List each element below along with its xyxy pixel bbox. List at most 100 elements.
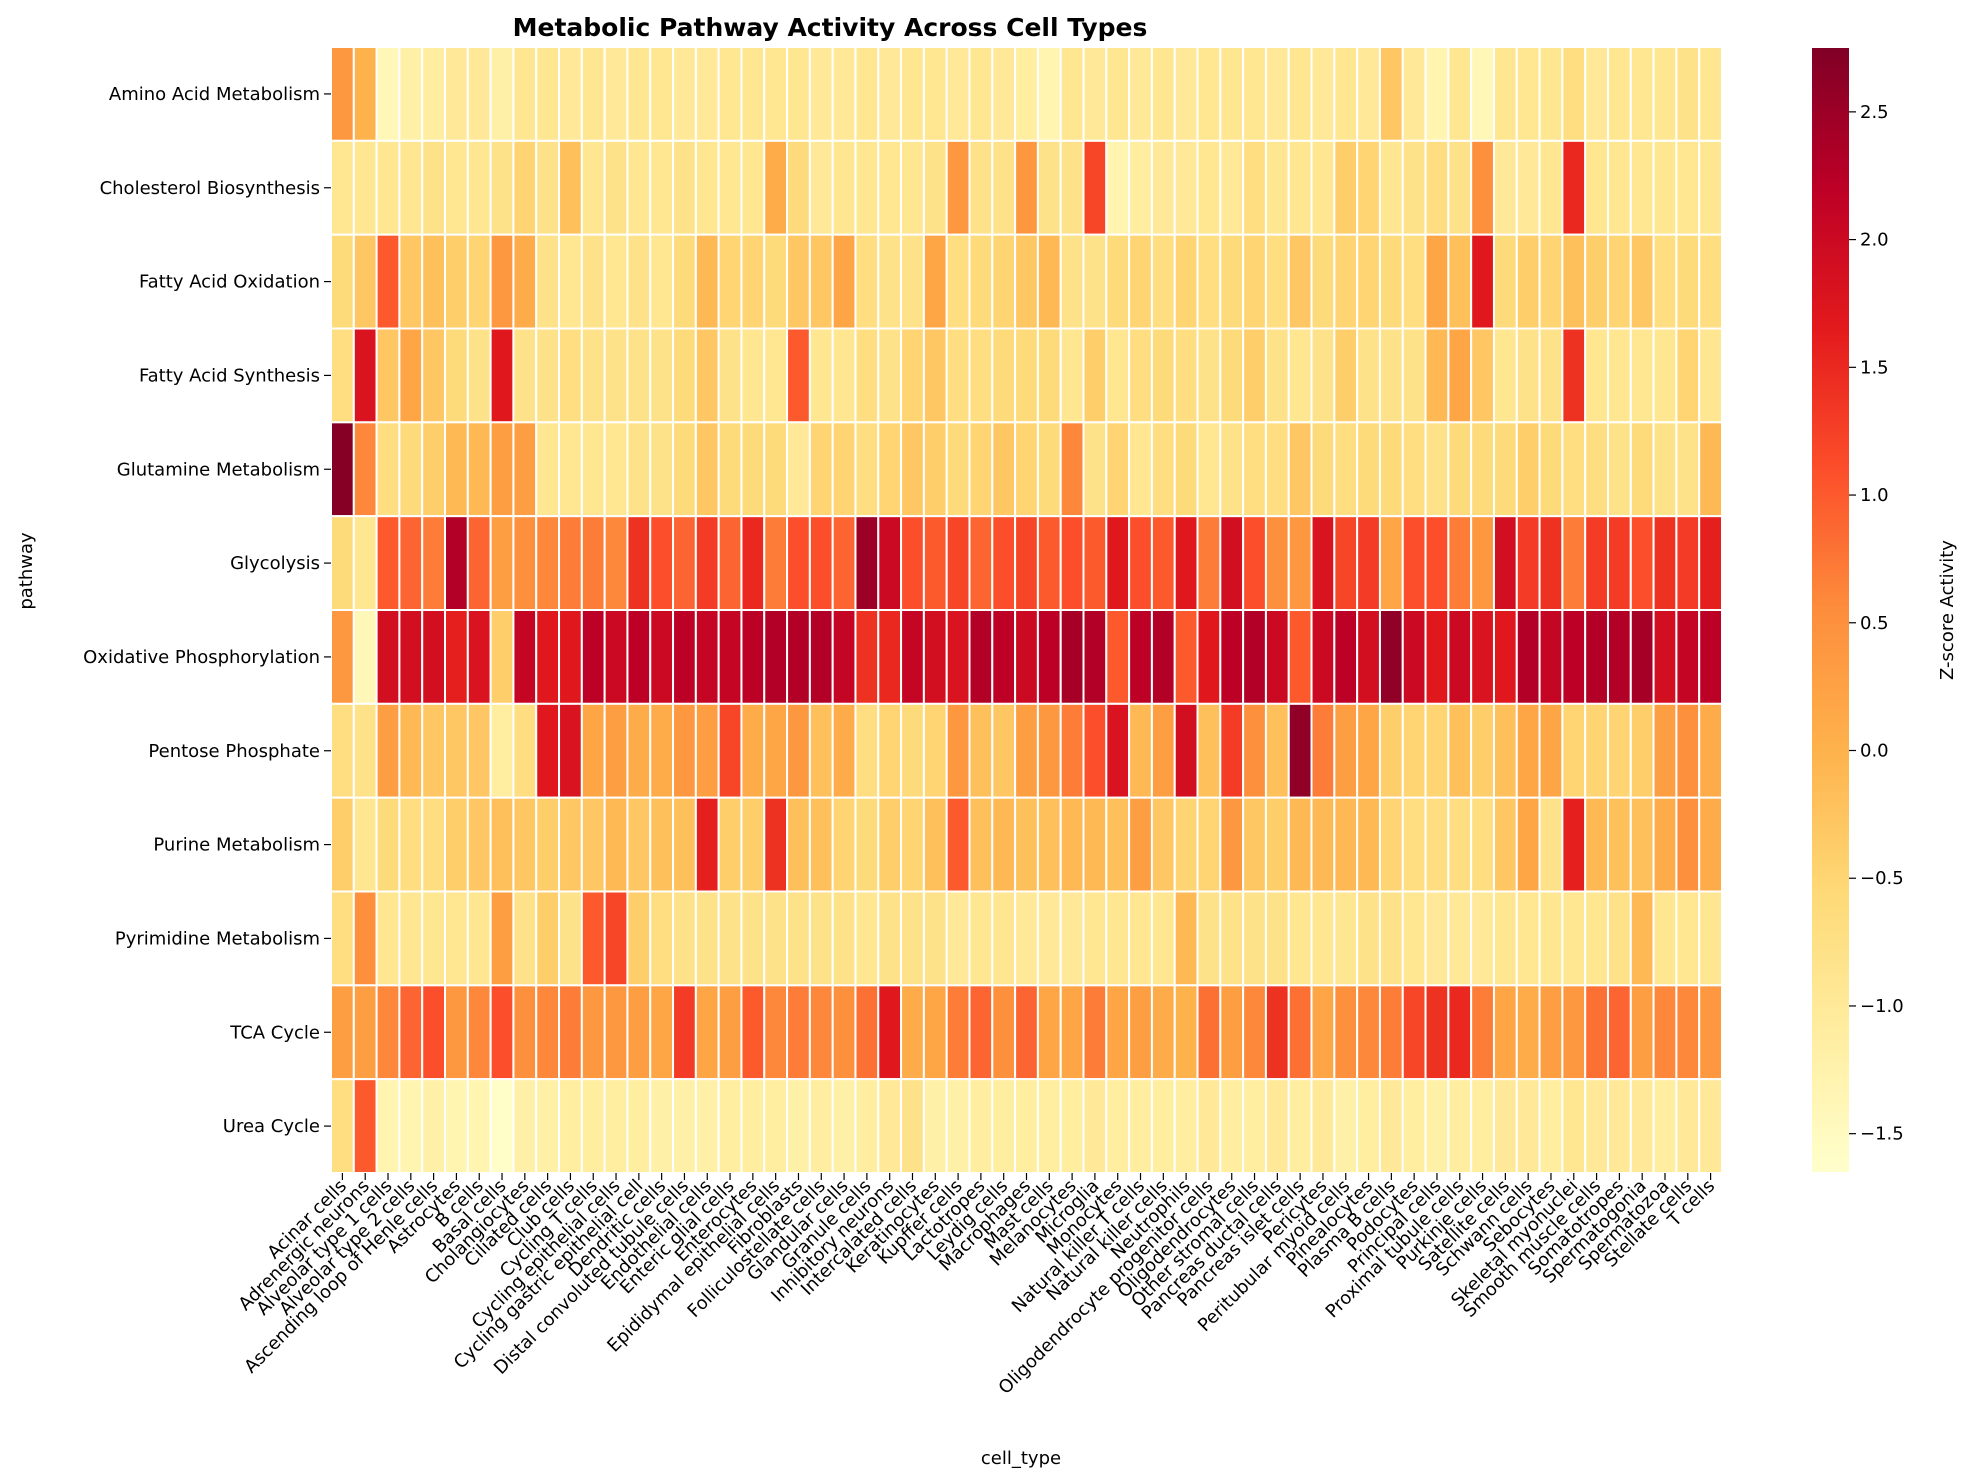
heatmap-cell (330, 421, 355, 518)
heatmap-cell (1356, 139, 1381, 236)
y-tick-label: Pyrimidine Metabolism (115, 928, 320, 949)
heatmap-cell (1242, 515, 1267, 612)
heatmap-cell (1538, 984, 1564, 1081)
heatmap-cell (352, 702, 378, 799)
heatmap-cell (694, 515, 720, 612)
heatmap-cell (1082, 233, 1108, 330)
heatmap-cell (831, 796, 857, 893)
heatmap-cell (1264, 702, 1290, 799)
heatmap-cell (1424, 1078, 1450, 1174)
heatmap-cell (740, 796, 766, 893)
heatmap-cell (991, 984, 1017, 1081)
heatmap-cell (352, 890, 378, 987)
heatmap-cell (1378, 515, 1404, 612)
heatmap-cell (1698, 139, 1724, 236)
heatmap-cell (717, 327, 743, 424)
heatmap-cell (854, 702, 880, 799)
heatmap-cell (717, 46, 743, 142)
heatmap-cell (1036, 890, 1062, 987)
heatmap-cell (1675, 46, 1701, 142)
heatmap-cell (717, 515, 743, 612)
heatmap-cell (398, 890, 424, 987)
heatmap-cell (1470, 139, 1495, 236)
heatmap-cell (1606, 796, 1632, 893)
heatmap-cell (694, 421, 720, 518)
heatmap-cell (877, 327, 903, 424)
heatmap-cell (831, 515, 857, 612)
heatmap-cell (991, 46, 1017, 142)
heatmap-cell (466, 327, 492, 424)
heatmap-cell (968, 984, 994, 1081)
heatmap-cell (922, 609, 948, 705)
heatmap-cell (1287, 46, 1313, 142)
heatmap-cell (512, 702, 538, 799)
heatmap-cell (900, 515, 925, 612)
heatmap-cell (1333, 984, 1359, 1081)
heatmap-cell (1059, 233, 1085, 330)
heatmap-cell (1378, 327, 1404, 424)
heatmap-cell (877, 702, 903, 799)
heatmap-cell (330, 890, 355, 987)
heatmap-cell (444, 46, 469, 142)
heatmap-cell (330, 609, 355, 705)
heatmap-cell (1561, 515, 1587, 612)
heatmap-cell (330, 515, 355, 612)
heatmap-cell (672, 233, 697, 330)
heatmap-cell (1128, 890, 1153, 987)
heatmap-cell (922, 139, 948, 236)
heatmap-cell (900, 984, 925, 1081)
heatmap-cell (1059, 1078, 1085, 1174)
heatmap-cell (1629, 327, 1655, 424)
heatmap-cell (489, 233, 515, 330)
heatmap-cell (854, 984, 880, 1081)
heatmap-cell (352, 46, 378, 142)
heatmap-cell (535, 890, 561, 987)
heatmap-cell (626, 515, 652, 612)
heatmap-cell (1014, 139, 1039, 236)
heatmap-cell (991, 890, 1017, 987)
heatmap-cell (1173, 890, 1199, 987)
heatmap-cell (421, 327, 447, 424)
heatmap-cell (649, 890, 675, 987)
heatmap-cell (1219, 139, 1245, 236)
heatmap-cell (1561, 46, 1587, 142)
heatmap-cell (763, 515, 789, 612)
heatmap-cell (968, 233, 994, 330)
heatmap-cell (1196, 890, 1222, 987)
heatmap-cell (1492, 890, 1518, 987)
heatmap-cell (1264, 515, 1290, 612)
heatmap-cell (375, 1078, 401, 1174)
heatmap-cell (1584, 139, 1609, 236)
heatmap-cell (1128, 139, 1153, 236)
heatmap-cell (1264, 890, 1290, 987)
heatmap-cell (1150, 515, 1176, 612)
heatmap-cell (1219, 1078, 1245, 1174)
colorbar-tick-label: −0.5 (1860, 868, 1904, 889)
heatmap-cell (717, 796, 743, 893)
heatmap-cell (421, 890, 447, 987)
heatmap-cell (558, 233, 583, 330)
heatmap-cell (1242, 702, 1267, 799)
heatmap-cell (786, 984, 811, 1081)
heatmap-cell (1447, 139, 1473, 236)
heatmap-cell (1196, 796, 1222, 893)
heatmap-cell (1014, 327, 1039, 424)
heatmap-cell (421, 421, 447, 518)
heatmap-cell (694, 890, 720, 987)
heatmap-cell (672, 421, 697, 518)
heatmap-cell (1128, 327, 1153, 424)
heatmap-cell (1242, 890, 1267, 987)
heatmap-cell (877, 609, 903, 705)
heatmap-cell (854, 327, 880, 424)
heatmap-cell (421, 515, 447, 612)
heatmap-cell (1561, 702, 1587, 799)
heatmap-cell (1150, 46, 1176, 142)
heatmap-cell (1036, 609, 1062, 705)
heatmap-cell (558, 327, 583, 424)
heatmap-cell (1378, 421, 1404, 518)
heatmap-cell (1561, 139, 1587, 236)
heatmap-cell (968, 796, 994, 893)
heatmap-cell (1150, 327, 1176, 424)
heatmap-cell (1356, 327, 1381, 424)
heatmap-cell (763, 702, 789, 799)
